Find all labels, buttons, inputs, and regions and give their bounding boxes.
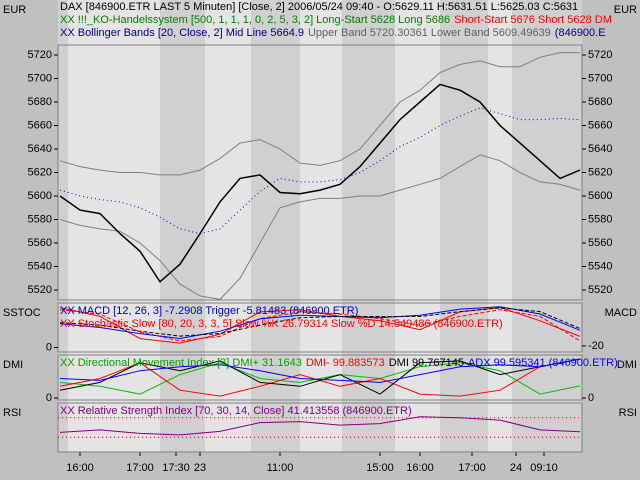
- series-line: [59, 306, 581, 340]
- left-axis-label: SSTOC: [3, 307, 41, 319]
- session-bands: [58, 0, 582, 452]
- panel-frame: [57, 354, 583, 401]
- x-tick-label: 16:00: [406, 462, 434, 474]
- legend-entry: (846900.E: [555, 27, 606, 39]
- left-axis-label: RSI: [3, 407, 21, 419]
- session-band: [205, 0, 251, 452]
- x-tick-label: 09:10: [530, 462, 558, 474]
- y-tick-label: 5640: [588, 143, 612, 155]
- right-axis-label: MACD: [605, 307, 637, 319]
- right-axis-label: RSI: [619, 407, 637, 419]
- legend-entry: Short-Start 5676 Short 5628 DM: [454, 14, 612, 26]
- session-band: [488, 0, 512, 452]
- y-tick-label: 5520: [588, 284, 612, 296]
- legend-line: DAX [846900.ETR LAST 5 Minuten] [Close, …: [60, 1, 578, 13]
- legend-line: XX Stochastic Slow [80, 20, 3, 3, 5] Slo…: [60, 318, 503, 330]
- y2-tick-label: 0: [588, 392, 594, 404]
- right-axis-label: DMI: [617, 359, 637, 371]
- legend-entry: XX MACD [12, 26, 3] -7.2908 Trigger -5.8…: [60, 305, 358, 317]
- y-tick-label: 5680: [588, 96, 612, 108]
- legend-entry: DMI- 99.883573: [306, 357, 385, 369]
- series-line: [59, 52, 580, 176]
- x-tick-label: 23: [194, 462, 206, 474]
- x-tick-label: 17:00: [458, 462, 486, 474]
- legend-line: XX Relative Strength Index [70, 30, 14, …: [60, 405, 412, 417]
- y-tick-label: 5580: [28, 213, 52, 225]
- legend-line: XX Bollinger Bands [20, Close, 2] Mid Li…: [60, 27, 606, 39]
- x-tick-label: 15:00: [366, 462, 394, 474]
- legend-entry: XX Stochastic Slow [80, 20, 3, 3, 5] Slo…: [60, 318, 503, 330]
- y-tick-label: 5700: [28, 72, 52, 84]
- series-line: [59, 309, 581, 342]
- y-tick-label: 5560: [588, 237, 612, 249]
- panel-frame: [57, 302, 583, 353]
- legend-line: XX Directional Movement Index [3] DMI+ 3…: [60, 357, 618, 369]
- y-tick-label: 5560: [28, 237, 52, 249]
- y-tick-label: 5720: [28, 49, 52, 61]
- legend-entry: XX Directional Movement Index [3] DMI+ 3…: [60, 357, 302, 369]
- y-tick-label: 5600: [588, 190, 612, 202]
- y-tick-label: 5660: [28, 119, 52, 131]
- series-line: [59, 358, 581, 383]
- y-tick-label: 5680: [28, 96, 52, 108]
- right-axis-label: EUR: [614, 4, 637, 16]
- legend-entry: DAX [846900.ETR LAST 5 Minuten] [Close, …: [60, 1, 578, 13]
- series-line: [59, 307, 581, 337]
- y-tick-label: 5540: [588, 260, 612, 272]
- y2-tick-label: -20: [588, 340, 604, 352]
- panel-frame: [57, 402, 583, 453]
- y-tick-label: 5620: [588, 166, 612, 178]
- session-band: [395, 0, 440, 452]
- series-line: [59, 83, 581, 283]
- x-tick-label: 11:00: [267, 462, 294, 474]
- legend-entry: Upper Band 5720.30361 Lower Band 5609.49…: [308, 27, 551, 39]
- x-tick-label: 16:00: [66, 462, 94, 474]
- y-tick-label: 5620: [28, 166, 52, 178]
- series-line: [59, 358, 581, 395]
- series-line: [59, 154, 581, 300]
- y-tick-label: 0: [46, 341, 52, 353]
- y-tick-label: 5600: [28, 190, 52, 202]
- x-tick-label: 17:00: [126, 462, 154, 474]
- x-tick-label: 17:30: [162, 462, 190, 474]
- left-axis-label: DMI: [3, 359, 23, 371]
- legend-entry: XX !!!_KO-Handelssystem [500, 1, 1, 1, 0…: [60, 14, 450, 26]
- x-tick-label: 24: [510, 462, 522, 474]
- legend-entry: DMI 99.767145: [389, 357, 464, 369]
- legend-entry: XX Relative Strength Index [70, 30, 14, …: [60, 405, 412, 417]
- series-line: [59, 362, 581, 395]
- y-tick-label: 5540: [28, 260, 52, 272]
- y-tick-label: 5640: [28, 143, 52, 155]
- legend-line: XX !!!_KO-Handelssystem [500, 1, 1, 1, 0…: [60, 14, 612, 26]
- y-tick-label: 5580: [588, 213, 612, 225]
- legend-line: XX MACD [12, 26, 3] -7.2908 Trigger -5.8…: [60, 305, 358, 317]
- left-axis-label: EUR: [3, 4, 26, 16]
- series-line: [59, 416, 581, 436]
- y-tick-label: 0: [46, 392, 52, 404]
- y-tick-label: 5660: [588, 119, 612, 131]
- y-tick-label: 5700: [588, 72, 612, 84]
- legend-entry: XX Bollinger Bands [20, Close, 2] Mid Li…: [60, 27, 304, 39]
- y-tick-label: 5520: [28, 284, 52, 296]
- y-tick-label: 5720: [588, 49, 612, 61]
- series-line: [59, 306, 581, 344]
- legend-entry: ADX 99.595341 (846900.ETR): [468, 357, 618, 369]
